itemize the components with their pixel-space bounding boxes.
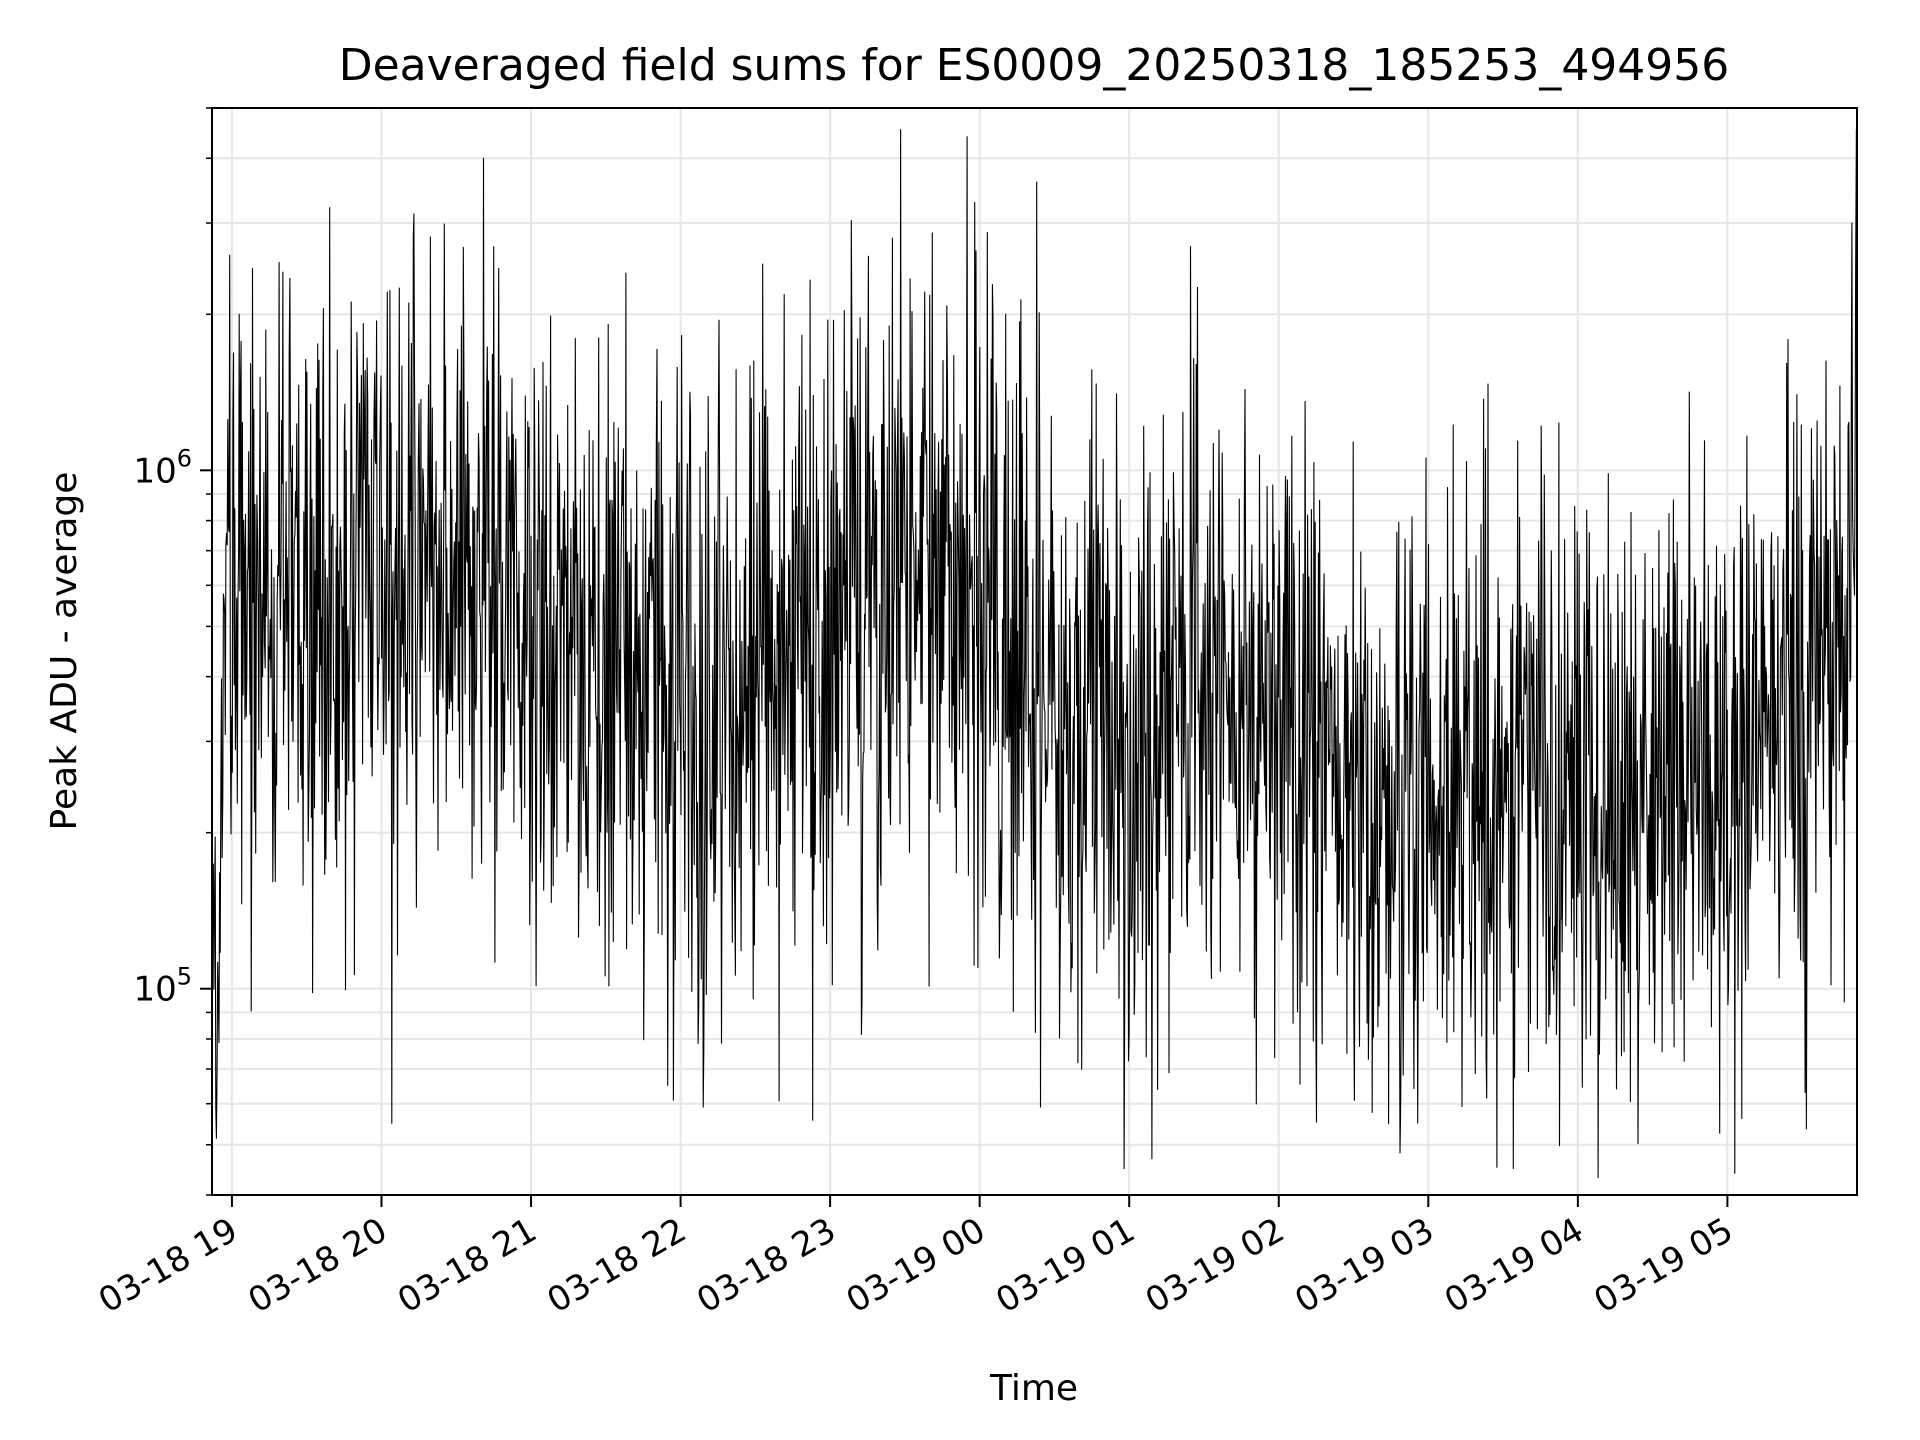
chart-title: Deaveraged field sums for ES0009_2025031… [339, 40, 1730, 91]
x-tick-label: 03-18 22 [541, 1210, 693, 1321]
y-axis-label: Peak ADU - average [44, 472, 85, 831]
series-line [211, 128, 1858, 1179]
data-line [211, 128, 1858, 1179]
y-tick-label: 105 [133, 963, 192, 1010]
x-tick-label: 03-18 21 [391, 1210, 543, 1321]
x-tick-label: 03-19 05 [1588, 1210, 1740, 1321]
x-tick-label: 03-18 23 [690, 1210, 842, 1321]
x-tick-label: 03-18 19 [92, 1210, 244, 1321]
x-tick-label: 03-19 03 [1288, 1210, 1440, 1321]
y-tick-label: 106 [133, 444, 192, 491]
x-tick-label: 03-19 01 [989, 1210, 1141, 1321]
plot-frame [211, 107, 1858, 1196]
x-tick-label: 03-19 04 [1438, 1210, 1590, 1321]
x-tick-label: 03-18 20 [242, 1210, 394, 1321]
x-tick-label: 03-19 02 [1139, 1210, 1291, 1321]
x-tick-label: 03-19 00 [840, 1210, 992, 1321]
y-axis: 105 106 [133, 107, 212, 1196]
x-axis-label: Time [989, 1368, 1078, 1409]
